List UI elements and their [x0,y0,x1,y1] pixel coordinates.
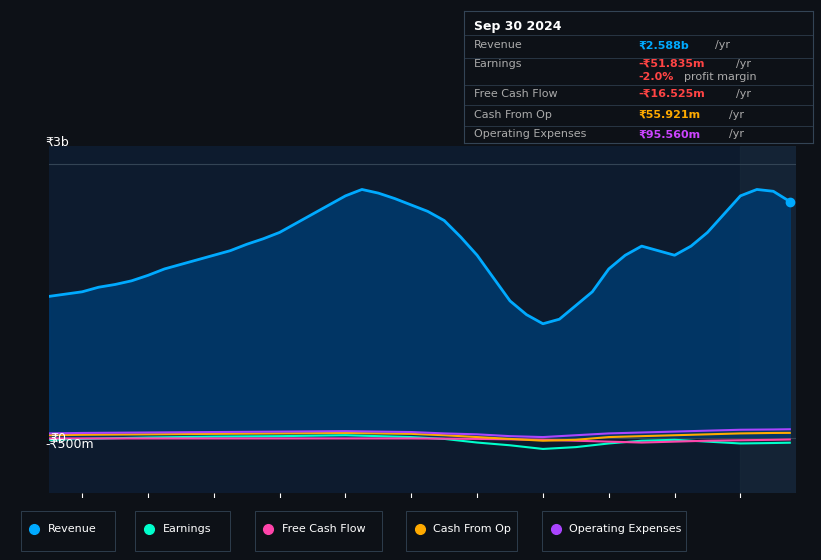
Text: -2.0%: -2.0% [639,72,674,82]
Text: /yr: /yr [715,40,730,50]
Text: Revenue: Revenue [475,40,523,50]
Bar [741,146,796,493]
Text: Cash From Op: Cash From Op [433,524,511,534]
Text: /yr: /yr [729,129,744,139]
Text: Free Cash Flow: Free Cash Flow [475,89,558,99]
Text: ₹3b: ₹3b [45,136,69,148]
Text: ₹55.921m: ₹55.921m [639,110,700,119]
Text: ₹0: ₹0 [51,431,67,445]
Text: profit margin: profit margin [684,72,756,82]
Text: Cash From Op: Cash From Op [475,110,553,119]
Text: /yr: /yr [729,110,744,119]
Text: ₹2.588b: ₹2.588b [639,40,689,50]
Text: /yr: /yr [736,59,751,69]
Text: Revenue: Revenue [48,524,96,534]
Text: Sep 30 2024: Sep 30 2024 [475,20,562,34]
Text: Earnings: Earnings [475,59,523,69]
Text: Operating Expenses: Operating Expenses [475,129,587,139]
Text: Free Cash Flow: Free Cash Flow [282,524,365,534]
Text: -₹500m: -₹500m [45,438,94,451]
Text: ₹95.560m: ₹95.560m [639,129,700,139]
Text: -₹16.525m: -₹16.525m [639,89,705,99]
Text: Operating Expenses: Operating Expenses [569,524,681,534]
Text: Earnings: Earnings [163,524,211,534]
Text: /yr: /yr [736,89,751,99]
Text: -₹51.835m: -₹51.835m [639,59,704,69]
